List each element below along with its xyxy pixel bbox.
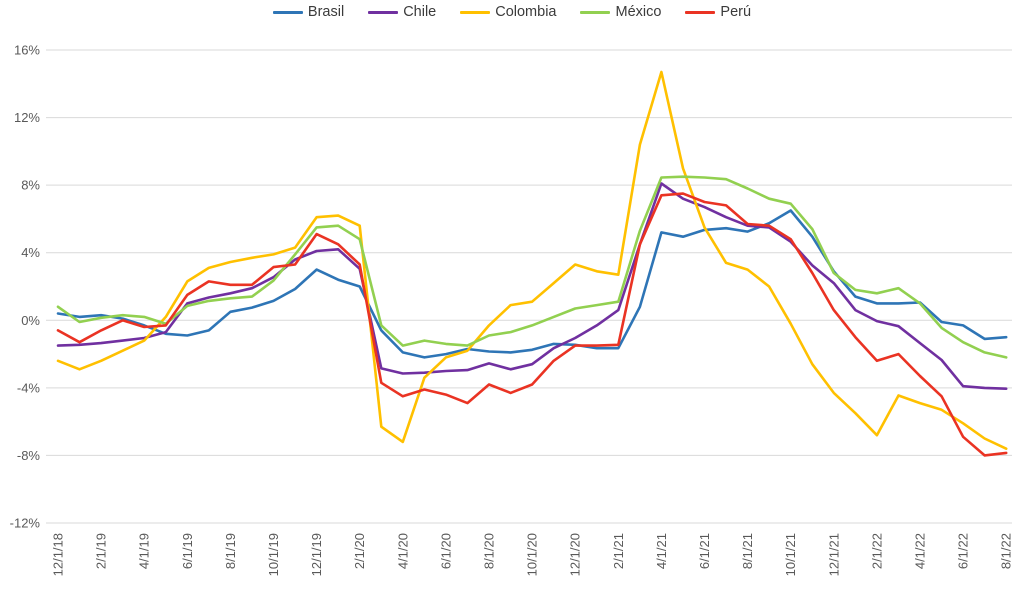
series-line-colombia bbox=[56, 70, 1008, 451]
x-axis-tick-label: 12/1/19 bbox=[309, 533, 324, 576]
x-axis-tick-label: 8/1/21 bbox=[740, 533, 755, 569]
x-axis-tick-labels: 12/1/18 2/1/19 4/1/19 6/1/19 8/1/19 10/1/19 12… bbox=[51, 533, 1014, 576]
series-line-brasil bbox=[56, 209, 1008, 359]
y-axis-tick-label: -12% bbox=[10, 516, 41, 531]
legend-label: Chile bbox=[403, 4, 437, 20]
x-axis-tick-label: 2/1/22 bbox=[869, 533, 884, 569]
x-axis-tick-label: 10/1/21 bbox=[783, 533, 798, 576]
legend-line-swatch bbox=[685, 10, 716, 14]
y-axis-tick-label: 0% bbox=[21, 313, 40, 328]
x-axis-tick-label: 6/1/19 bbox=[180, 533, 195, 569]
x-axis-tick-label: 10/1/19 bbox=[266, 533, 281, 576]
x-axis-tick-label: 2/1/21 bbox=[611, 533, 626, 569]
y-axis-tick-label: 16% bbox=[14, 43, 40, 58]
y-axis-tick-label: 4% bbox=[21, 245, 40, 260]
legend-line-swatch bbox=[580, 10, 611, 14]
legend-line-swatch bbox=[368, 10, 399, 14]
x-axis-tick-label: 8/1/19 bbox=[223, 533, 238, 569]
x-axis-tick-label: 6/1/22 bbox=[956, 533, 971, 569]
legend-label: Perú bbox=[720, 4, 752, 20]
x-axis-tick-label: 8/1/20 bbox=[482, 533, 497, 569]
x-axis-tick-label: 6/1/21 bbox=[697, 533, 712, 569]
legend-item-chile: Chile bbox=[368, 4, 436, 20]
gridlines-layer bbox=[46, 49, 1012, 524]
y-axis-tick-label: 12% bbox=[14, 110, 40, 125]
legend-line-swatch bbox=[272, 10, 303, 14]
y-axis-tick-label: 8% bbox=[21, 178, 40, 193]
y-axis-tick-label: -4% bbox=[17, 380, 41, 395]
chart-legend: Brasil Chile Colombia México Perú bbox=[0, 4, 1024, 20]
series-lines-layer bbox=[56, 70, 1008, 457]
x-axis-tick-label: 4/1/21 bbox=[654, 533, 669, 569]
legend-label: Brasil bbox=[307, 4, 345, 20]
x-axis-tick-label: 2/1/20 bbox=[352, 533, 367, 569]
x-axis-tick-label: 4/1/20 bbox=[395, 533, 410, 569]
legend-item-perú: Perú bbox=[685, 4, 751, 20]
legend-line-swatch bbox=[460, 10, 491, 14]
x-axis-tick-label: 4/1/22 bbox=[913, 533, 928, 569]
y-axis-tick-label: -8% bbox=[17, 448, 41, 463]
y-axis-tick-labels: 16% 12% 8% 4% 0% -4% -8% -12% bbox=[10, 43, 41, 531]
x-axis-tick-label: 12/1/20 bbox=[568, 533, 583, 576]
series-line-méxico bbox=[56, 175, 1008, 359]
legend-label: Colombia bbox=[495, 4, 557, 20]
legend-label: México bbox=[615, 4, 662, 20]
legend-item-colombia: Colombia bbox=[460, 4, 556, 20]
x-axis-tick-label: 10/1/20 bbox=[525, 533, 540, 576]
x-axis-tick-label: 8/1/22 bbox=[999, 533, 1014, 569]
series-line-chile bbox=[56, 182, 1008, 391]
x-axis-tick-label: 2/1/19 bbox=[94, 533, 109, 569]
legend-item-méxico: México bbox=[580, 4, 661, 20]
x-axis-tick-label: 12/1/18 bbox=[51, 533, 66, 576]
x-axis-tick-label: 4/1/19 bbox=[137, 533, 152, 569]
legend-item-brasil: Brasil bbox=[272, 4, 345, 20]
series-line-perú bbox=[56, 192, 1008, 457]
x-axis-tick-label: 6/1/20 bbox=[438, 533, 453, 569]
x-axis-tick-label: 12/1/21 bbox=[826, 533, 841, 576]
